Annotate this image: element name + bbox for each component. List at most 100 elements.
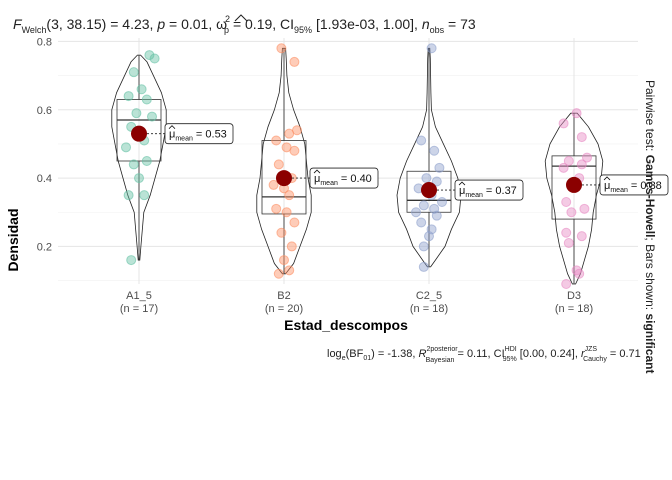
x-tick-label: B2: [277, 290, 290, 302]
y-axis-label: Densidad: [5, 208, 21, 271]
y-tick-label: 0.2: [37, 241, 52, 253]
data-point: [571, 108, 582, 119]
mean-label-box: [454, 179, 524, 201]
data-point: [579, 203, 590, 214]
omega-hat: [234, 14, 248, 22]
data-point: [411, 207, 421, 218]
data-point: [431, 210, 442, 221]
data-point: [558, 118, 569, 129]
data-point: [418, 200, 429, 211]
mean-label: μmean = 0.38: [604, 180, 662, 194]
data-point: [576, 231, 587, 242]
data-point: [563, 156, 574, 166]
mean-label: μmean = 0.53: [169, 129, 227, 143]
group-d3: μmean = 0.38 D3(n = 18): [544, 108, 669, 315]
data-point: [279, 255, 289, 266]
data-point: [574, 268, 585, 279]
data-point: [289, 217, 300, 228]
bayes-caption: loge(BF01) = -1.38, R2posterior Bayesian …: [327, 346, 641, 364]
violin-outline: [256, 47, 312, 275]
x-tick-label: D3: [567, 290, 581, 302]
mean-label-box: [164, 123, 234, 145]
data-point: [123, 91, 134, 102]
data-point: [268, 179, 279, 190]
x-tick-label: C2_5: [416, 290, 442, 302]
mean-label: μmean = 0.40: [314, 173, 372, 187]
data-point: [426, 43, 437, 54]
data-point: [284, 190, 295, 201]
grid: 0.2 0.4 0.6 0.8: [37, 36, 638, 284]
box: [116, 99, 162, 162]
data-point: [561, 279, 572, 289]
data-point: [416, 217, 427, 228]
data-point: [131, 108, 142, 119]
group-c2-5: μmean = 0.37 C2_5(n = 18): [396, 43, 524, 315]
data-point: [418, 241, 429, 252]
mean-hat: [168, 125, 176, 129]
mean-point: [276, 170, 292, 187]
data-point: [437, 197, 447, 207]
data-point: [566, 207, 577, 218]
y-tick-label: 0.6: [37, 105, 52, 117]
mean-hat: [458, 181, 466, 186]
data-point: [289, 56, 300, 67]
data-point: [289, 145, 300, 156]
data-point: [576, 159, 587, 170]
data-point: [276, 43, 287, 54]
pairwise-label: Pairwise test: Games-Howell; Bars shown:…: [643, 80, 657, 373]
data-point: [576, 132, 587, 143]
chart-title: FWelch(3, 38.15) = 4.23, p = 0.01, ω2 p =…: [13, 14, 476, 35]
data-point: [429, 145, 440, 156]
violin-outline: [544, 112, 604, 285]
x-tick-n-label: (n = 20): [265, 303, 303, 315]
data-point: [136, 84, 147, 95]
y-tick-label: 0.8: [37, 36, 52, 48]
data-point: [126, 255, 137, 266]
data-point: [563, 238, 574, 248]
x-tick-n-label: (n = 18): [410, 303, 448, 315]
data-point: [561, 227, 572, 238]
mean-label: μmean = 0.37: [459, 185, 517, 199]
data-point: [284, 265, 295, 276]
data-point: [273, 268, 284, 279]
data-point: [141, 94, 152, 105]
x-tick-label: A1_5: [126, 290, 152, 302]
data-point: [582, 152, 592, 163]
group-b2: μmean = 0.40 B2(n = 20): [256, 43, 379, 315]
data-point: [271, 203, 282, 214]
mean-hat: [313, 169, 321, 174]
data-point: [121, 142, 131, 153]
data-point: [284, 128, 295, 139]
group-a1-5: μmean = 0.53 A1_5(n = 17): [111, 50, 234, 315]
data-point: [281, 207, 292, 218]
data-point: [144, 50, 155, 61]
x-tick-n-label: (n = 18): [555, 303, 593, 315]
data-point: [273, 159, 284, 170]
mean-hat: [603, 176, 611, 181]
data-point: [123, 190, 134, 201]
mean-point: [131, 125, 147, 142]
data-point: [271, 135, 282, 146]
mean-label-box: [309, 167, 379, 189]
data-point: [134, 173, 144, 184]
violin-outline: [111, 54, 167, 261]
data-point: [139, 190, 150, 201]
x-tick-n-label: (n = 17): [120, 303, 158, 315]
data-point: [434, 162, 445, 173]
data-point: [431, 176, 442, 187]
data-point: [416, 135, 427, 146]
mean-point: [421, 182, 437, 199]
x-axis-label: Estad_descompos: [284, 317, 408, 333]
data-point: [418, 261, 429, 272]
box: [261, 140, 307, 215]
data-point: [141, 156, 152, 166]
data-point: [128, 159, 139, 170]
box: [406, 170, 452, 213]
data-point: [561, 197, 572, 207]
data-point: [149, 53, 160, 64]
data-point: [276, 227, 287, 238]
y-tick-label: 0.4: [37, 173, 52, 185]
data-point: [424, 231, 434, 242]
